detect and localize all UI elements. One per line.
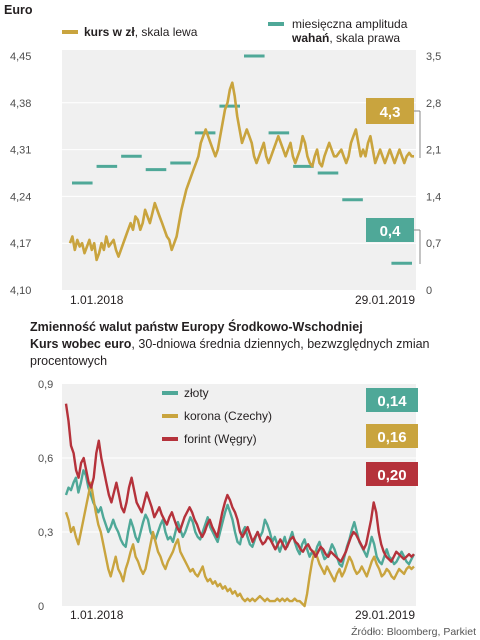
chart2-line-forint [64,403,415,563]
badge-korona-box [366,424,418,448]
chart1-y-right-tick: 3,5 [426,51,441,63]
legend-amp-line2: wahań, skala prawa [291,31,400,45]
chart2-y-tick: 0 [38,601,44,613]
chart1-y-right-tick: 1,4 [426,191,441,203]
chart2-line-zloty [64,469,416,568]
chart2-plot-area [62,384,416,606]
chart2-badges: 0,14 0,16 0,20 [366,388,418,486]
chart2-legend: złoty korona (Czechy) forint (Węgry) [162,386,272,446]
chart2-subtitle-rest: , 30-dniowa średnia dziennych, bezwzględ… [131,337,429,351]
chart1-y-right-tick: 0 [426,285,432,297]
chart1-y-left-tick: 4,24 [10,191,31,203]
chart2-y-tick: 0,9 [38,379,53,391]
badge-zloty-box [366,388,418,412]
chart1-y-left-tick: 4,10 [10,285,31,297]
chart2-x-start: 1.01.2018 [70,608,124,622]
legend-korona-label: korona (Czechy) [184,409,272,423]
chart1-badges: 4,3 0,4 [366,98,421,264]
chart2-y-tick: 0,3 [38,527,53,539]
chart1-title: Euro [4,3,33,17]
chart1-x-start: 1.01.2018 [70,293,124,307]
legend-forint-label: forint (Węgry) [184,432,257,446]
chart1-y-right-tick: 2,8 [426,98,441,110]
chart2-subtitle-line2: procentowych [30,354,107,368]
chart2-y-ticks: 0,9 0,6 0,3 0 [38,379,53,613]
badge-amp-box [366,218,414,242]
badge-rate-value: 4,3 [380,104,401,121]
chart1-y-left-ticks: 4,45 4,38 4,31 4,24 4,17 4,10 [10,51,31,297]
chart1-x-end: 29.01.2019 [355,293,415,307]
chart1-y-right-tick: 2,1 [426,145,441,157]
chart2-line-korona [64,481,415,608]
chart2-title: Zmienność walut państw Europy Środkowo-W… [30,319,363,334]
badge-forint-value: 0,20 [377,467,406,484]
badge-forint-box [366,462,418,486]
chart2-x-end: 29.01.2019 [355,608,415,622]
chart1-y-right-tick: 0,7 [426,238,441,250]
chart1-gridlines [62,102,416,244]
legend-amp-bold: wahań [291,31,329,45]
chart2-subtitle-bold: Kurs wobec euro [30,337,132,351]
chart1-plot-area [62,50,416,290]
chart1-rate-line [68,81,414,262]
badge-korona-value: 0,16 [377,429,406,446]
chart1-y-left-tick: 4,31 [10,145,31,157]
legend-rate-bold: kurs w zł [84,25,135,39]
chart1-y-left-tick: 4,45 [10,51,31,63]
legend-zloty-label: złoty [184,386,209,400]
chart2-subtitle: Kurs wobec euro, 30-dniowa średnia dzien… [30,337,430,351]
chart1-y-left-tick: 4,17 [10,238,31,250]
chart2-y-tick: 0,6 [38,453,53,465]
legend-amp-line1: miesięczna amplituda [292,17,408,31]
badge-rate-box [366,98,414,124]
legend-rate-rest: , skala lewa [135,25,198,39]
legend-amp-rest: , skala prawa [329,31,400,45]
source-note: Źródło: Bloomberg, Parkiet [351,625,476,638]
badge-zloty-value: 0,14 [377,393,407,410]
chart1-y-left-tick: 4,38 [10,98,31,110]
badge-amp-value: 0,4 [380,223,402,240]
chart1-y-right-ticks: 3,5 2,8 2,1 1,4 0,7 0 [426,51,441,297]
legend-rate-label: kurs w zł, skala lewa [84,25,198,39]
chart1-legend: kurs w zł, skala lewa miesięczna amplitu… [62,17,408,45]
